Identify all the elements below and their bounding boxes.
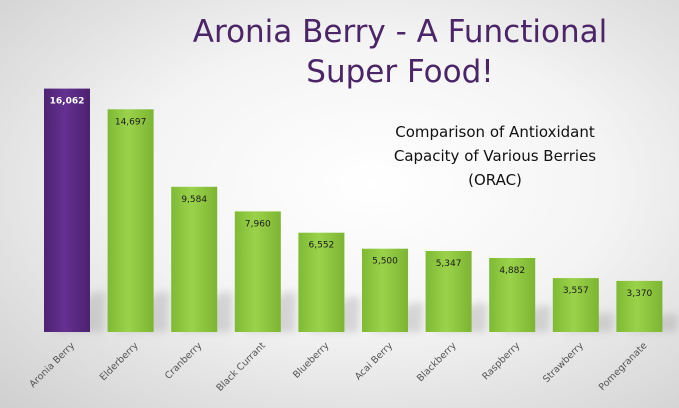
category-label: Acai Berry [353,340,395,382]
value-label: 5,500 [372,257,398,267]
category-label: Pomegranate [597,340,650,393]
bar-cranberry [171,186,218,332]
category-label: Blackberry [415,340,459,384]
value-label: 9,584 [181,195,207,205]
value-label: 14,697 [115,117,147,127]
bar-strawberry [552,278,599,332]
value-label: 5,347 [436,259,462,269]
category-label: Raspberry [480,340,522,382]
bars-group [44,88,663,332]
category-label: Cranberry [163,340,205,382]
category-label: Blueberry [291,340,332,381]
category-labels-group: Aronia Berry Elderberry Cranberry Black Cur… [28,340,650,394]
value-label: 7,960 [245,219,271,229]
bar-elderberry [107,109,154,332]
category-label: Black Currant [214,340,268,394]
category-label: Aronia Berry [28,340,78,390]
category-label: Elderberry [98,340,141,383]
value-label: 16,062 [50,97,85,107]
bar-acai-berry [362,248,408,332]
value-label: 6,552 [309,241,335,251]
bar-aronia-berry [44,88,90,332]
category-label: Strawberry [541,340,586,385]
value-labels-group: 16,062 14,697 9,584 7,960 6,552 5,500 5,347 4,8… [50,97,653,299]
chart-subtitle: Comparison of Antioxidant Capacity of Var… [393,123,597,189]
value-label: 4,882 [499,266,525,276]
value-label: 3,370 [627,289,653,299]
bar-blackberry [425,251,472,332]
bar-pomegranate [616,280,663,332]
bar-blueberry [298,232,345,332]
bar-raspberry [489,258,536,332]
chart-title: Aronia Berry - A Functional Super Food! [192,14,608,90]
value-label: 3,557 [563,286,589,296]
bar-black-currant [234,211,281,332]
